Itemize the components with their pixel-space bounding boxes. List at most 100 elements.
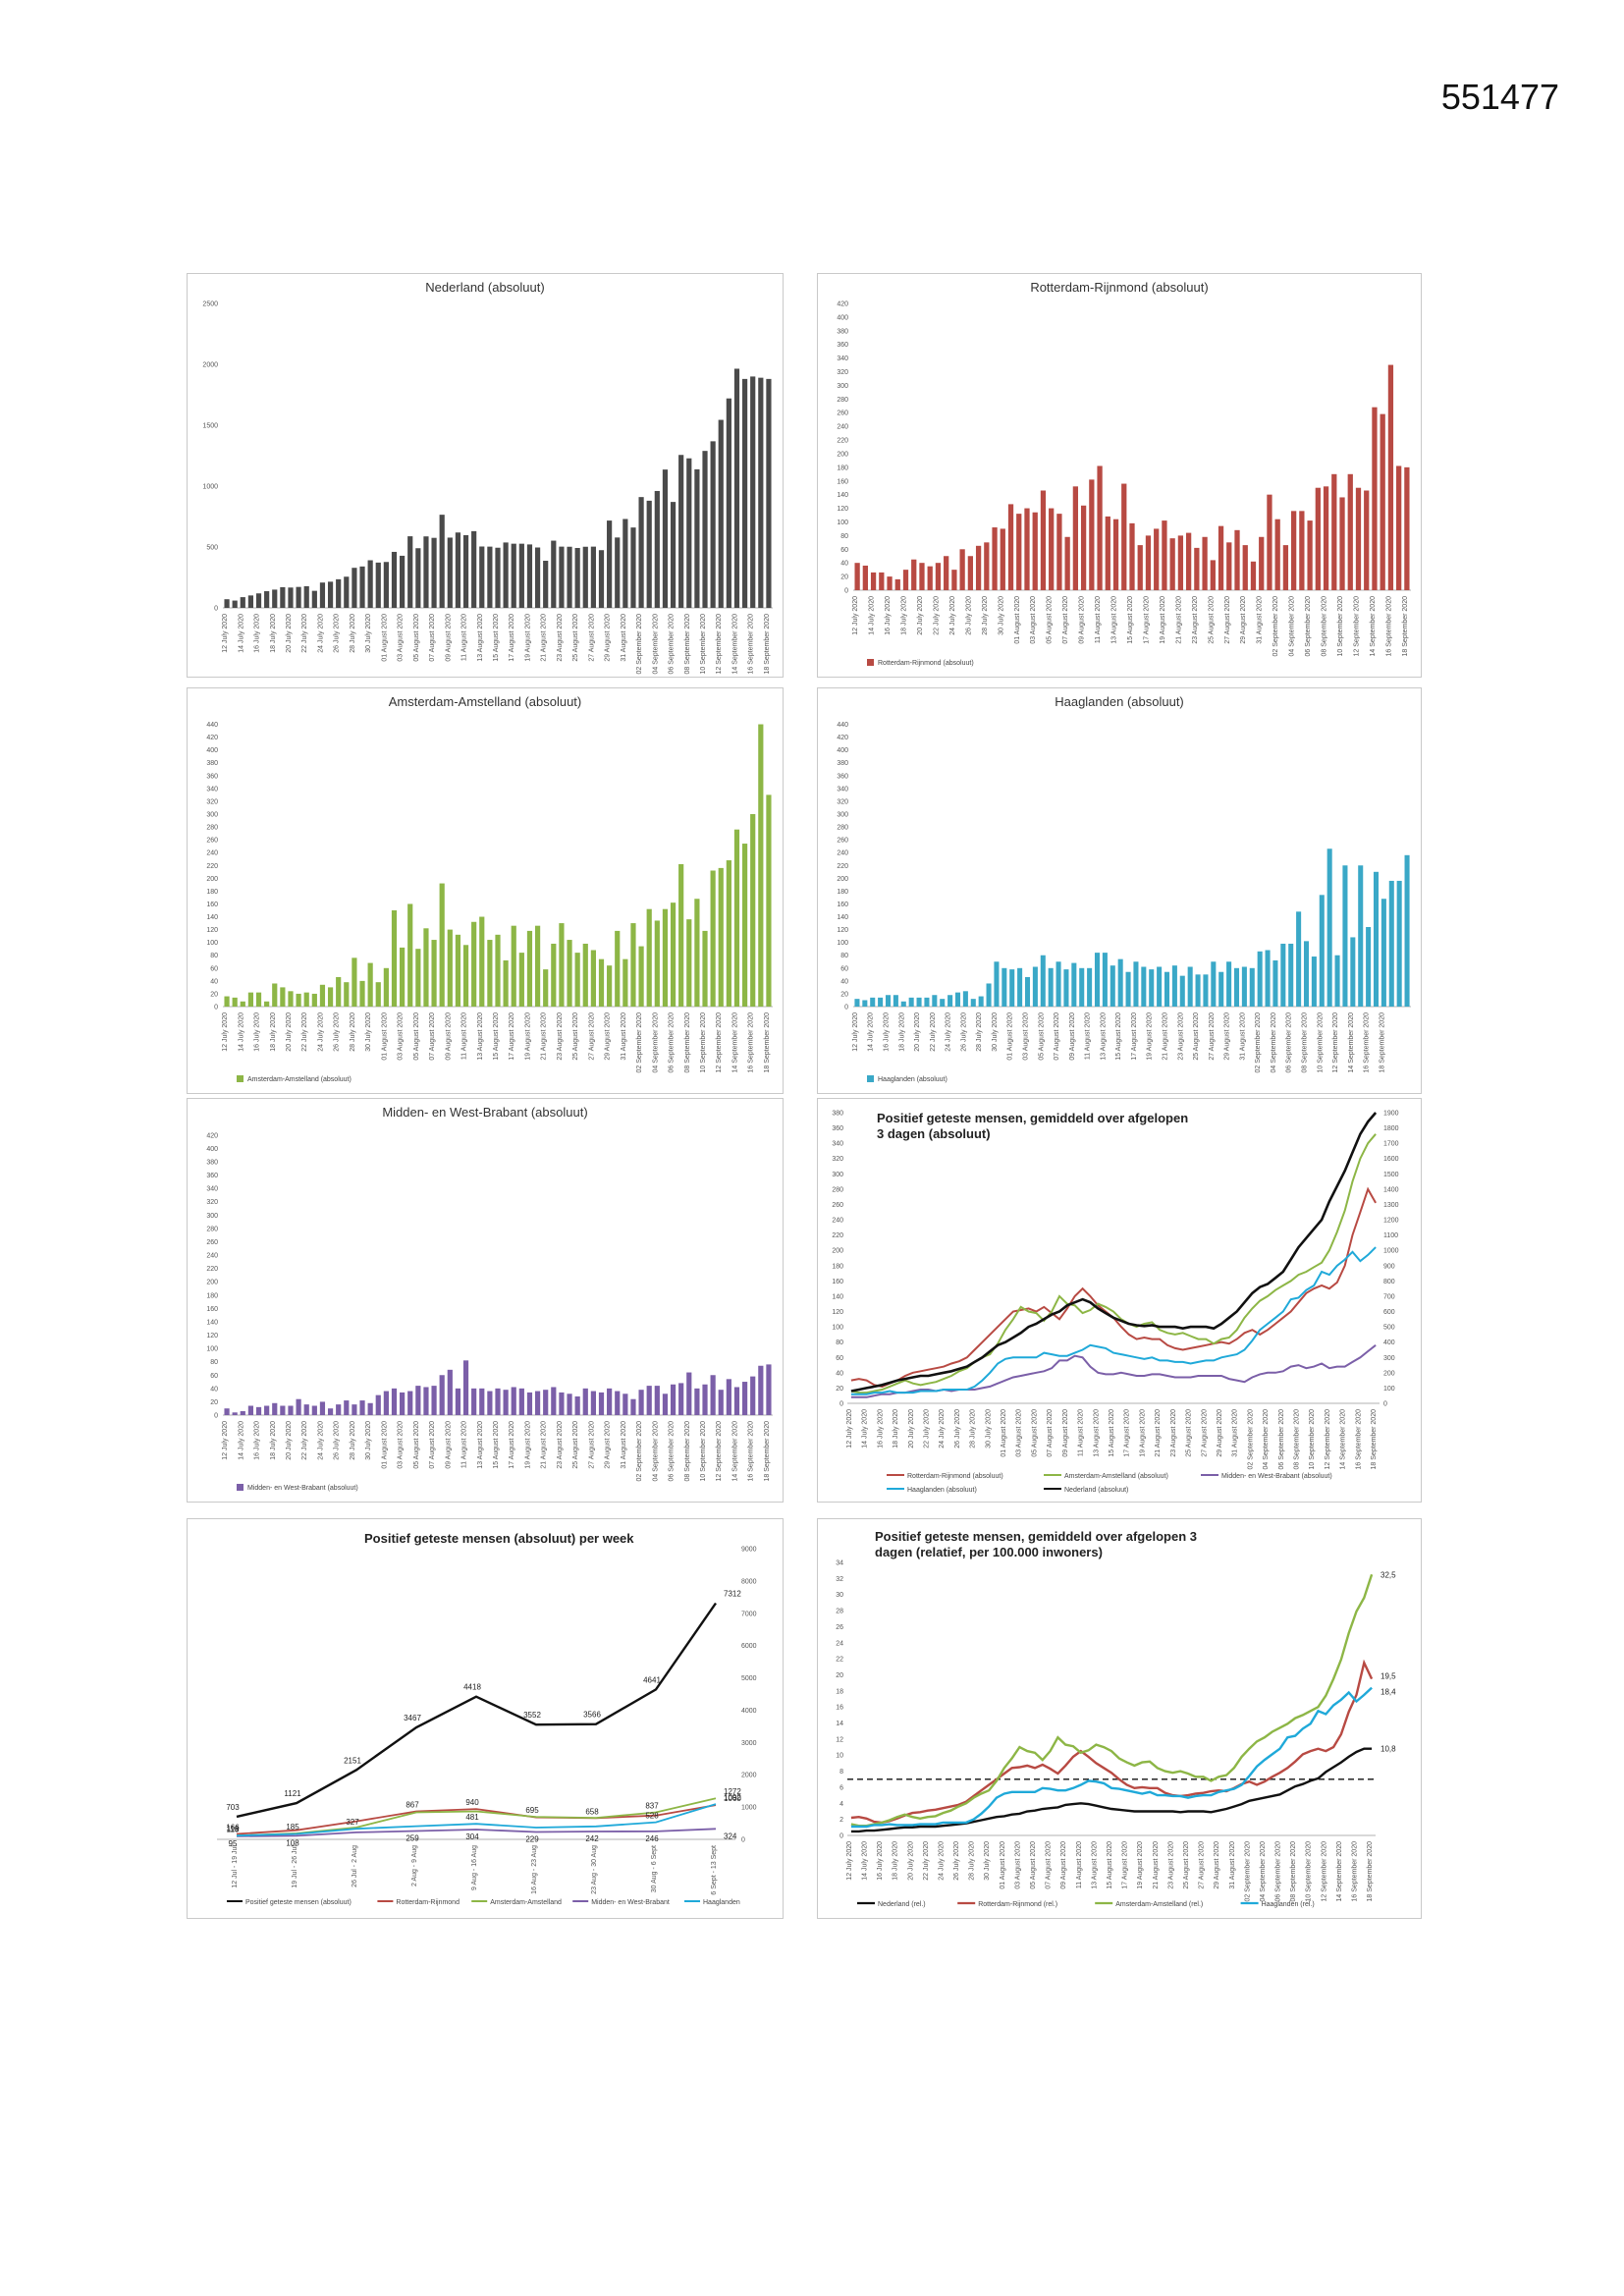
x-tick-label: 24 July 2020 <box>949 596 956 635</box>
bar <box>893 995 898 1007</box>
x-tick-label: 26 July 2020 <box>960 1012 967 1052</box>
bar <box>574 1395 580 1415</box>
data-label: 837 <box>645 1801 659 1810</box>
x-tick-label: 30 July 2020 <box>992 1012 999 1052</box>
bar <box>503 959 509 1007</box>
x-tick-label: 10 September 2020 <box>700 1012 707 1073</box>
y-tick-label: 140 <box>206 1319 218 1326</box>
y-tick-label: 200 <box>206 876 218 883</box>
series-line <box>236 1602 717 1819</box>
bar <box>994 961 1000 1007</box>
bar <box>272 1402 278 1415</box>
bar <box>702 1384 708 1415</box>
y-tick-label: 80 <box>210 953 218 959</box>
legend-label: Amsterdam-Amstelland (rel.) <box>1115 1901 1203 1908</box>
bar <box>462 534 469 608</box>
bar <box>1282 545 1289 590</box>
y-tick-label-left: 0 <box>839 1401 843 1408</box>
bar <box>232 997 238 1007</box>
y-tick-label: 26 <box>836 1624 843 1631</box>
bar <box>423 928 429 1007</box>
x-tick-label: 06 September 2020 <box>1278 1409 1285 1470</box>
bar <box>733 368 740 608</box>
x-tick-label: 12 July 2020 <box>222 1421 229 1460</box>
x-tick-label: 23 August 2020 <box>1192 596 1199 644</box>
x-tick-label: 9 Aug - 16 Aug <box>471 1845 478 1890</box>
bar <box>296 993 301 1007</box>
x-tick-label: 12 July 2020 <box>846 1409 853 1449</box>
bar <box>718 419 724 608</box>
x-tick-label: 07 August 2020 <box>1046 1841 1053 1889</box>
bar <box>574 547 580 608</box>
bar <box>984 542 990 590</box>
y-tick-label: 160 <box>206 1306 218 1313</box>
y-tick-label: 7000 <box>741 1611 757 1617</box>
x-tick-label: 08 September 2020 <box>1302 1012 1309 1073</box>
bar <box>303 1404 309 1415</box>
bar <box>487 1391 493 1415</box>
bar <box>1110 965 1115 1007</box>
bar <box>1331 473 1337 590</box>
x-tick-label: 23 August 2020 <box>557 614 564 662</box>
x-tick-label: 18 September 2020 <box>1371 1409 1378 1470</box>
bar <box>503 1390 509 1415</box>
bar <box>479 546 485 608</box>
bar <box>854 999 860 1007</box>
x-tick-label: 14 July 2020 <box>238 614 244 653</box>
chart-panel-average-relative: Positief geteste mensen, gemiddeld over … <box>817 1518 1422 1919</box>
x-tick-label: 07 August 2020 <box>429 1012 436 1061</box>
x-tick-label: 30 July 2020 <box>998 596 1004 635</box>
bar <box>646 500 652 608</box>
bar <box>967 556 973 590</box>
bar <box>1072 486 1079 590</box>
bar <box>255 593 262 608</box>
x-tick-label: 16 September 2020 <box>1385 596 1392 657</box>
bar <box>574 953 580 1007</box>
bar <box>1017 967 1023 1007</box>
series-line <box>236 1828 717 1837</box>
y-tick-label-left: 180 <box>832 1263 843 1270</box>
y-tick-label: 120 <box>206 927 218 934</box>
y-tick-label: 120 <box>837 927 848 934</box>
y-tick-label: 4000 <box>741 1708 757 1715</box>
x-tick-label: 14 September 2020 <box>731 614 738 675</box>
bar <box>400 555 406 608</box>
chart-panel-midden-west-brabant: Midden- en West-Brabant (absoluut) 0 20 40 6… <box>187 1098 784 1503</box>
bar <box>662 469 669 608</box>
bar <box>678 1383 684 1415</box>
data-label: 1092 <box>724 1793 741 1802</box>
x-tick-label: 01 August 2020 <box>381 614 388 662</box>
x-tick-label: 02 September 2020 <box>1255 1012 1262 1073</box>
bar <box>1094 953 1101 1007</box>
bar <box>264 591 270 608</box>
y-tick-label: 18 <box>836 1688 843 1695</box>
y-tick-label: 140 <box>206 914 218 921</box>
bar <box>511 543 516 608</box>
x-tick-label: 05 August 2020 <box>1031 1409 1038 1457</box>
y-tick-label: 32 <box>836 1576 843 1583</box>
bar <box>1326 848 1332 1007</box>
bar <box>750 376 756 608</box>
x-tick-label: 31 August 2020 <box>1257 596 1264 644</box>
bar <box>935 563 942 590</box>
x-tick-label: 16 September 2020 <box>748 614 755 675</box>
bar <box>247 1405 254 1415</box>
y-tick-label: 100 <box>206 940 218 947</box>
x-tick-label: 29 August 2020 <box>1217 1409 1223 1457</box>
x-tick-label: 01 August 2020 <box>1007 1012 1014 1061</box>
x-tick-label: 25 August 2020 <box>572 1012 579 1061</box>
bar <box>654 920 660 1007</box>
x-tick-label: 16 July 2020 <box>884 1012 891 1052</box>
bar <box>654 490 660 608</box>
end-label: 18,4 <box>1380 1688 1396 1697</box>
bar <box>1185 532 1192 590</box>
bar <box>1007 504 1014 590</box>
x-tick-label: 22 July 2020 <box>301 1012 308 1052</box>
bar <box>885 995 892 1007</box>
x-tick-label: 13 August 2020 <box>477 1012 484 1061</box>
data-label: 3552 <box>523 1711 541 1720</box>
x-tick-label: 07 August 2020 <box>1054 1012 1060 1061</box>
bar <box>887 576 893 590</box>
bar <box>766 378 772 608</box>
x-tick-label: 31 August 2020 <box>621 1012 627 1061</box>
